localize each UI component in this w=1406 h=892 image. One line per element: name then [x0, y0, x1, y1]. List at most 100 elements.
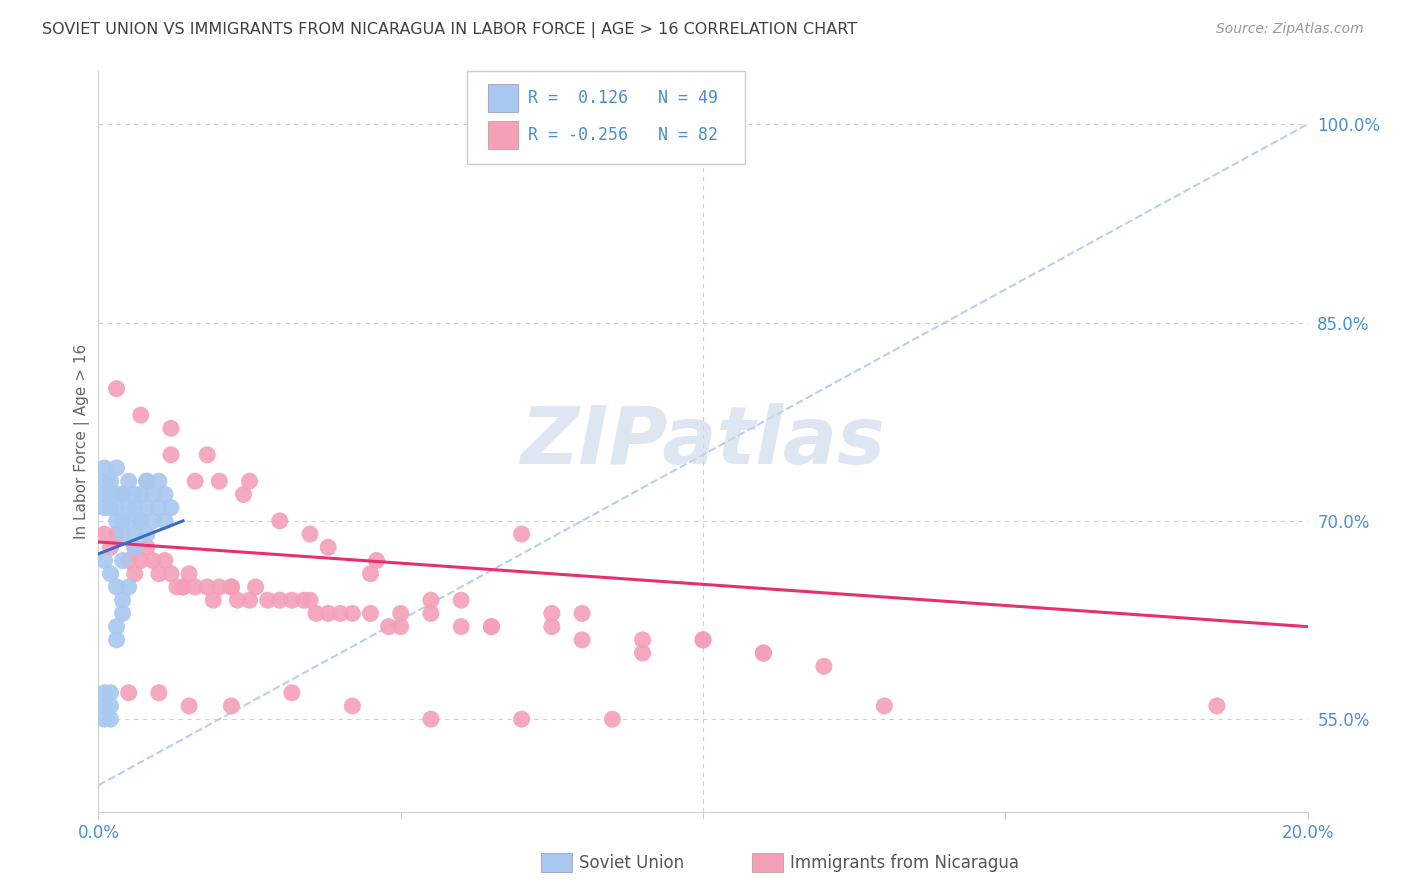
Point: [111, 514, 134, 528]
Point: [299, 593, 322, 607]
Point: [221, 698, 243, 713]
Point: [100, 474, 122, 488]
Text: R = -0.256   N = 82: R = -0.256 N = 82: [527, 126, 717, 144]
Point: [142, 514, 165, 528]
Point: [752, 646, 775, 660]
Text: Source: ZipAtlas.com: Source: ZipAtlas.com: [1216, 22, 1364, 37]
Point: [299, 527, 322, 541]
Point: [571, 632, 593, 647]
Point: [124, 541, 146, 555]
Point: [172, 580, 194, 594]
Point: [360, 607, 382, 621]
Point: [221, 580, 243, 594]
Point: [129, 553, 152, 567]
Point: [93, 686, 115, 700]
Point: [571, 607, 593, 621]
Point: [105, 580, 128, 594]
Point: [124, 541, 146, 555]
Point: [366, 553, 388, 567]
Point: [100, 566, 122, 581]
Point: [105, 500, 128, 515]
Point: [93, 712, 115, 726]
Point: [873, 698, 896, 713]
Point: [179, 566, 201, 581]
Point: [105, 487, 128, 501]
Point: [93, 698, 115, 713]
Point: [540, 607, 562, 621]
Point: [100, 698, 122, 713]
Point: [100, 541, 122, 555]
Point: [692, 632, 714, 647]
Point: [148, 566, 170, 581]
Point: [105, 514, 128, 528]
Point: [93, 527, 115, 541]
Point: [100, 487, 122, 501]
Point: [510, 527, 533, 541]
Point: [450, 620, 472, 634]
Point: [305, 607, 328, 621]
Point: [540, 620, 562, 634]
Point: [450, 593, 472, 607]
Point: [135, 527, 157, 541]
Point: [342, 607, 364, 621]
Point: [100, 686, 122, 700]
Y-axis label: In Labor Force | Age > 16: In Labor Force | Age > 16: [75, 344, 90, 539]
Point: [118, 580, 141, 594]
Point: [129, 487, 152, 501]
Point: [342, 698, 364, 713]
Point: [256, 593, 278, 607]
Point: [124, 566, 146, 581]
Point: [195, 448, 218, 462]
Point: [208, 580, 231, 594]
Point: [105, 620, 128, 634]
Point: [93, 487, 115, 501]
Point: [208, 474, 231, 488]
Point: [153, 514, 176, 528]
Point: [135, 474, 157, 488]
Point: [160, 500, 183, 515]
Point: [135, 541, 157, 555]
Point: [172, 580, 194, 594]
Point: [93, 474, 115, 488]
Point: [153, 487, 176, 501]
Point: [184, 474, 207, 488]
Point: [93, 500, 115, 515]
Point: [118, 474, 141, 488]
Text: Immigrants from Nicaragua: Immigrants from Nicaragua: [790, 854, 1019, 871]
Point: [160, 566, 183, 581]
Point: [221, 580, 243, 594]
Point: [481, 620, 503, 634]
Point: [129, 408, 152, 422]
Point: [269, 514, 291, 528]
Point: [389, 607, 412, 621]
Text: Soviet Union: Soviet Union: [579, 854, 685, 871]
Text: R =  0.126   N = 49: R = 0.126 N = 49: [527, 89, 717, 107]
Point: [105, 632, 128, 647]
Point: [118, 500, 141, 515]
Point: [752, 646, 775, 660]
Point: [316, 607, 339, 621]
Point: [195, 580, 218, 594]
Point: [111, 527, 134, 541]
Point: [118, 553, 141, 567]
Point: [118, 686, 141, 700]
Point: [481, 620, 503, 634]
Point: [420, 712, 443, 726]
Point: [184, 580, 207, 594]
Point: [135, 474, 157, 488]
Point: [420, 607, 443, 621]
Point: [389, 620, 412, 634]
Point: [692, 632, 714, 647]
Point: [142, 553, 165, 567]
Point: [239, 593, 262, 607]
Point: [1206, 698, 1229, 713]
Point: [281, 593, 304, 607]
Point: [510, 712, 533, 726]
Text: SOVIET UNION VS IMMIGRANTS FROM NICARAGUA IN LABOR FORCE | AGE > 16 CORRELATION : SOVIET UNION VS IMMIGRANTS FROM NICARAGU…: [42, 22, 858, 38]
Point: [292, 593, 315, 607]
Point: [124, 527, 146, 541]
Point: [93, 553, 115, 567]
Point: [160, 448, 183, 462]
Point: [166, 580, 188, 594]
Point: [129, 514, 152, 528]
